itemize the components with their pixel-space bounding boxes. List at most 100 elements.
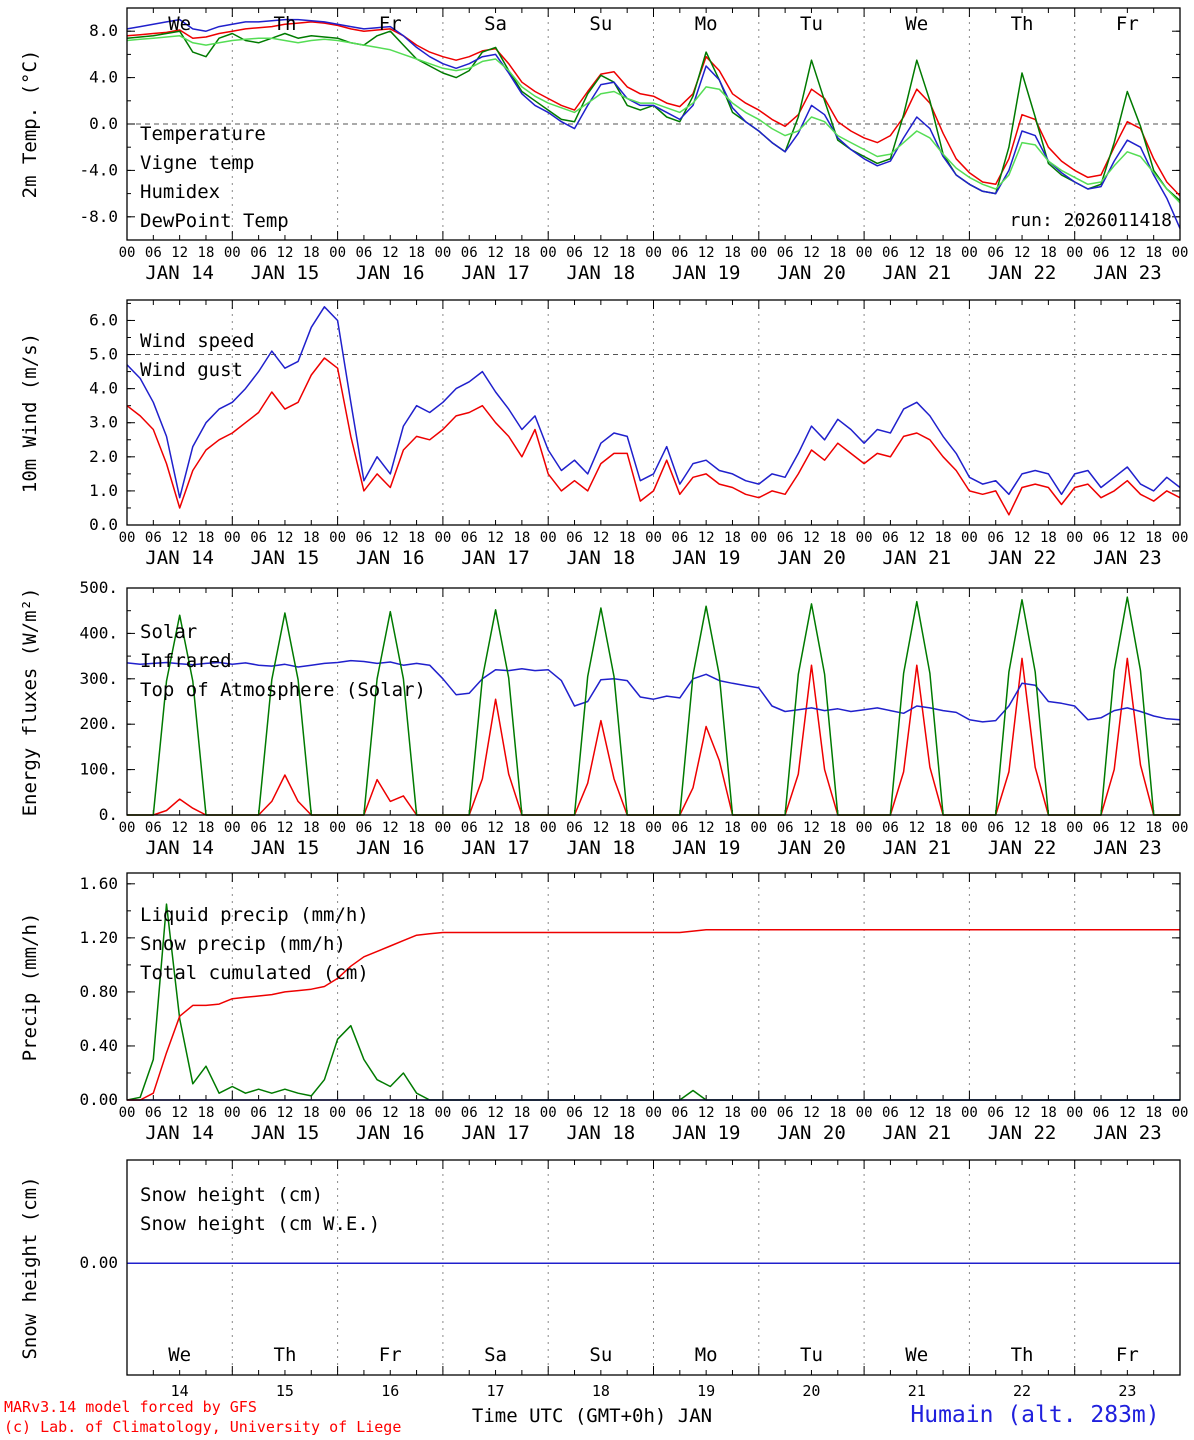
- hour-tick-label: 00: [645, 1105, 662, 1121]
- legend-item: Liquid precip (mm/h): [140, 904, 369, 926]
- panel-4: 0.00 Snow height (cm) Snow height (cm W.E.…: [79, 1159, 1181, 1400]
- day-label: JAN 23: [1093, 1122, 1162, 1144]
- hour-tick-label: 06: [671, 530, 688, 546]
- hour-tick-label: 18: [198, 820, 215, 836]
- hour-tick-label: 00: [329, 530, 346, 546]
- hour-tick-label: 00: [224, 530, 241, 546]
- hour-tick-label: 06: [1093, 245, 1110, 261]
- weekday-label: Th: [274, 13, 297, 35]
- series-humidex: [126, 18, 1181, 229]
- hour-tick-label: 12: [908, 820, 925, 836]
- day-number-label: 20: [802, 1382, 820, 1400]
- weekday-label: We: [905, 1344, 928, 1366]
- hour-tick-label: 00: [750, 1105, 767, 1121]
- day-label: JAN 18: [567, 837, 636, 859]
- hour-tick-label: 12: [1119, 245, 1136, 261]
- day-label: JAN 15: [251, 837, 320, 859]
- weekday-label: We: [168, 1344, 191, 1366]
- hour-tick-label: 06: [250, 530, 267, 546]
- day-number-label: 22: [1013, 1382, 1031, 1400]
- hour-tick-label: 18: [303, 820, 320, 836]
- hour-tick-label: 06: [461, 1105, 478, 1121]
- hour-tick-label: 12: [1014, 530, 1031, 546]
- hour-tick-label: 12: [382, 1105, 399, 1121]
- weekday-label: Th: [1011, 13, 1034, 35]
- day-label: JAN 18: [567, 547, 636, 569]
- hour-tick-label: 18: [513, 245, 530, 261]
- day-label: JAN 18: [567, 1122, 636, 1144]
- hour-tick-label: 18: [935, 820, 952, 836]
- hour-tick-label: 00: [540, 530, 557, 546]
- hour-tick-label: 06: [145, 820, 162, 836]
- hour-tick-label: 00: [119, 1105, 136, 1121]
- hour-tick-label: 18: [1040, 1105, 1057, 1121]
- y-tick-label: 6.0: [89, 310, 118, 329]
- y-tick-label: 0.0: [89, 515, 118, 534]
- hour-tick-label: 06: [355, 820, 372, 836]
- day-label: JAN 22: [988, 262, 1057, 284]
- weekday-label: Mo: [695, 13, 718, 35]
- hour-tick-label: 18: [1145, 820, 1162, 836]
- legend-item: Humidex: [140, 181, 220, 203]
- hour-tick-label: 00: [645, 530, 662, 546]
- hour-tick-label: 06: [355, 1105, 372, 1121]
- day-number-label: 16: [381, 1382, 399, 1400]
- hour-tick-label: 12: [698, 530, 715, 546]
- hour-tick-label: 00: [856, 1105, 873, 1121]
- hour-tick-label: 00: [1066, 245, 1083, 261]
- hour-tick-label: 18: [619, 1105, 636, 1121]
- hour-tick-label: 12: [1014, 245, 1031, 261]
- hour-tick-label: 00: [856, 530, 873, 546]
- hour-tick-label: 00: [750, 820, 767, 836]
- hour-tick-label: 12: [1014, 820, 1031, 836]
- hour-tick-label: 06: [250, 1105, 267, 1121]
- y-tick-label: 1.0: [89, 481, 118, 500]
- weekday-label: Tu: [800, 13, 823, 35]
- y-tick-label: 5.0: [89, 345, 118, 364]
- y-tick-label: 100.: [79, 760, 118, 779]
- series-infrared: [126, 659, 1181, 723]
- series-total-cumulated-cm-: [127, 929, 1180, 1101]
- panel-2: 500. 400. 300. 200. 100. 0. Solar Infrared Top o…: [79, 578, 1188, 859]
- panel-3: 1.60 1.20 0.80 0.40 0.00 Liquid precip (mm/h)…: [79, 872, 1188, 1144]
- hour-tick-label: 18: [935, 245, 952, 261]
- hour-tick-label: 12: [698, 1105, 715, 1121]
- day-label: JAN 16: [356, 262, 425, 284]
- hour-tick-label: 06: [1093, 1105, 1110, 1121]
- hour-tick-label: 00: [434, 530, 451, 546]
- hour-tick-label: 12: [277, 820, 294, 836]
- hour-tick-label: 18: [1040, 245, 1057, 261]
- hour-tick-label: 12: [1119, 530, 1136, 546]
- hour-tick-label: 06: [1093, 820, 1110, 836]
- series-temperature: [126, 21, 1181, 197]
- hour-tick-label: 12: [487, 820, 504, 836]
- day-label: JAN 16: [356, 547, 425, 569]
- day-number-label: 18: [592, 1382, 610, 1400]
- y-tick-label: 8.0: [89, 21, 118, 40]
- weekday-label: We: [905, 13, 928, 35]
- weekday-label: Sa: [484, 13, 507, 35]
- legend-item: Vigne temp: [140, 152, 254, 174]
- hour-tick-label: 00: [856, 245, 873, 261]
- hour-tick-label: 00: [750, 530, 767, 546]
- hour-tick-label: 12: [171, 530, 188, 546]
- day-label: JAN 22: [988, 1122, 1057, 1144]
- hour-tick-label: 18: [408, 530, 425, 546]
- hour-tick-label: 18: [303, 245, 320, 261]
- y-tick-label: -4.0: [79, 160, 118, 179]
- weekday-label: Fr: [1116, 13, 1139, 35]
- y-tick-label: 0.: [99, 805, 118, 824]
- y-axis-title-temperature: 2m Temp. (°C): [19, 49, 41, 199]
- hour-tick-label: 18: [724, 530, 741, 546]
- weekday-label: Fr: [379, 13, 402, 35]
- hour-tick-label: 00: [434, 1105, 451, 1121]
- day-label: JAN 20: [777, 262, 846, 284]
- day-number-label: 19: [697, 1382, 715, 1400]
- hour-tick-label: 00: [434, 820, 451, 836]
- day-label: JAN 14: [145, 837, 214, 859]
- day-label: JAN 20: [777, 547, 846, 569]
- hour-tick-label: 12: [487, 530, 504, 546]
- hour-tick-label: 18: [829, 1105, 846, 1121]
- panel-border: [126, 7, 1181, 241]
